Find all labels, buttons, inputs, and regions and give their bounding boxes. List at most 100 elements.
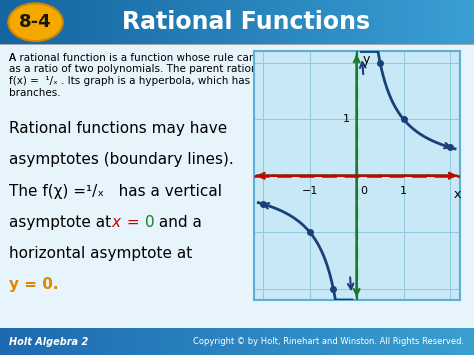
Bar bbox=[28, 328, 33, 355]
Bar bbox=[199, 328, 204, 355]
Bar bbox=[218, 328, 223, 355]
Bar bbox=[346, 328, 351, 355]
Bar bbox=[408, 0, 412, 44]
Bar bbox=[446, 0, 450, 44]
Bar bbox=[123, 0, 128, 44]
Bar bbox=[147, 328, 152, 355]
Text: −1: −1 bbox=[301, 186, 318, 196]
Bar bbox=[142, 0, 147, 44]
Bar bbox=[441, 0, 446, 44]
Bar bbox=[422, 0, 427, 44]
Bar bbox=[384, 328, 389, 355]
Bar bbox=[9, 328, 14, 355]
Bar bbox=[408, 328, 412, 355]
Bar bbox=[147, 0, 152, 44]
Bar bbox=[85, 0, 90, 44]
Bar bbox=[265, 0, 270, 44]
Bar bbox=[289, 0, 294, 44]
Bar bbox=[384, 0, 389, 44]
Bar bbox=[261, 0, 265, 44]
Bar bbox=[294, 328, 299, 355]
Bar bbox=[128, 0, 133, 44]
Bar bbox=[180, 328, 185, 355]
Text: A rational function is a function whose rule can be written
as a ratio of two po: A rational function is a function whose … bbox=[9, 53, 325, 98]
Bar bbox=[446, 328, 450, 355]
Bar bbox=[251, 0, 256, 44]
Bar bbox=[43, 328, 47, 355]
Bar bbox=[341, 0, 346, 44]
Bar bbox=[66, 328, 71, 355]
Bar bbox=[465, 0, 469, 44]
Bar bbox=[180, 0, 185, 44]
Bar bbox=[152, 328, 156, 355]
Bar bbox=[161, 0, 166, 44]
Bar bbox=[270, 0, 275, 44]
Bar bbox=[450, 328, 455, 355]
Bar bbox=[209, 328, 213, 355]
Bar bbox=[66, 0, 71, 44]
Bar bbox=[118, 0, 123, 44]
Text: Holt Algebra 2: Holt Algebra 2 bbox=[9, 337, 89, 347]
Bar bbox=[213, 0, 218, 44]
Bar bbox=[228, 0, 232, 44]
Bar bbox=[24, 328, 28, 355]
Bar bbox=[460, 0, 465, 44]
Bar bbox=[346, 0, 351, 44]
Bar bbox=[431, 328, 436, 355]
Bar bbox=[299, 328, 303, 355]
Bar bbox=[265, 328, 270, 355]
Bar bbox=[303, 328, 308, 355]
Bar bbox=[38, 0, 43, 44]
Bar bbox=[417, 328, 422, 355]
Text: y: y bbox=[362, 53, 370, 66]
Bar bbox=[427, 0, 431, 44]
Bar bbox=[71, 328, 76, 355]
Bar bbox=[299, 0, 303, 44]
Text: horizontal asymptote at: horizontal asymptote at bbox=[9, 246, 193, 261]
Bar bbox=[156, 328, 161, 355]
Bar bbox=[0, 328, 5, 355]
Bar bbox=[204, 0, 209, 44]
Bar bbox=[118, 328, 123, 355]
Bar bbox=[393, 328, 398, 355]
Bar bbox=[465, 328, 469, 355]
Bar bbox=[123, 328, 128, 355]
Bar bbox=[284, 328, 289, 355]
Bar bbox=[308, 0, 313, 44]
Bar bbox=[52, 0, 57, 44]
Ellipse shape bbox=[8, 3, 63, 41]
Bar bbox=[223, 0, 228, 44]
Text: 1: 1 bbox=[343, 114, 350, 124]
Text: 0: 0 bbox=[360, 186, 367, 196]
Bar bbox=[47, 0, 52, 44]
Bar bbox=[95, 328, 100, 355]
Bar bbox=[142, 328, 147, 355]
Bar bbox=[412, 328, 417, 355]
Bar bbox=[431, 0, 436, 44]
Bar bbox=[232, 328, 237, 355]
Bar bbox=[360, 0, 365, 44]
Bar bbox=[370, 328, 374, 355]
Bar bbox=[294, 0, 299, 44]
Bar bbox=[232, 0, 237, 44]
Bar bbox=[223, 328, 228, 355]
Bar bbox=[417, 0, 422, 44]
Bar bbox=[90, 328, 95, 355]
Bar bbox=[289, 328, 294, 355]
Bar bbox=[128, 328, 133, 355]
Bar bbox=[33, 0, 38, 44]
Bar bbox=[441, 328, 446, 355]
Text: and a: and a bbox=[154, 215, 202, 230]
Bar bbox=[104, 328, 109, 355]
Bar bbox=[256, 0, 261, 44]
Bar bbox=[14, 328, 19, 355]
Bar bbox=[90, 0, 95, 44]
Bar bbox=[251, 328, 256, 355]
Bar bbox=[194, 328, 199, 355]
Bar bbox=[57, 0, 62, 44]
Bar bbox=[403, 328, 408, 355]
Bar bbox=[246, 0, 251, 44]
Bar bbox=[38, 328, 43, 355]
Bar bbox=[398, 0, 403, 44]
Bar bbox=[303, 0, 308, 44]
